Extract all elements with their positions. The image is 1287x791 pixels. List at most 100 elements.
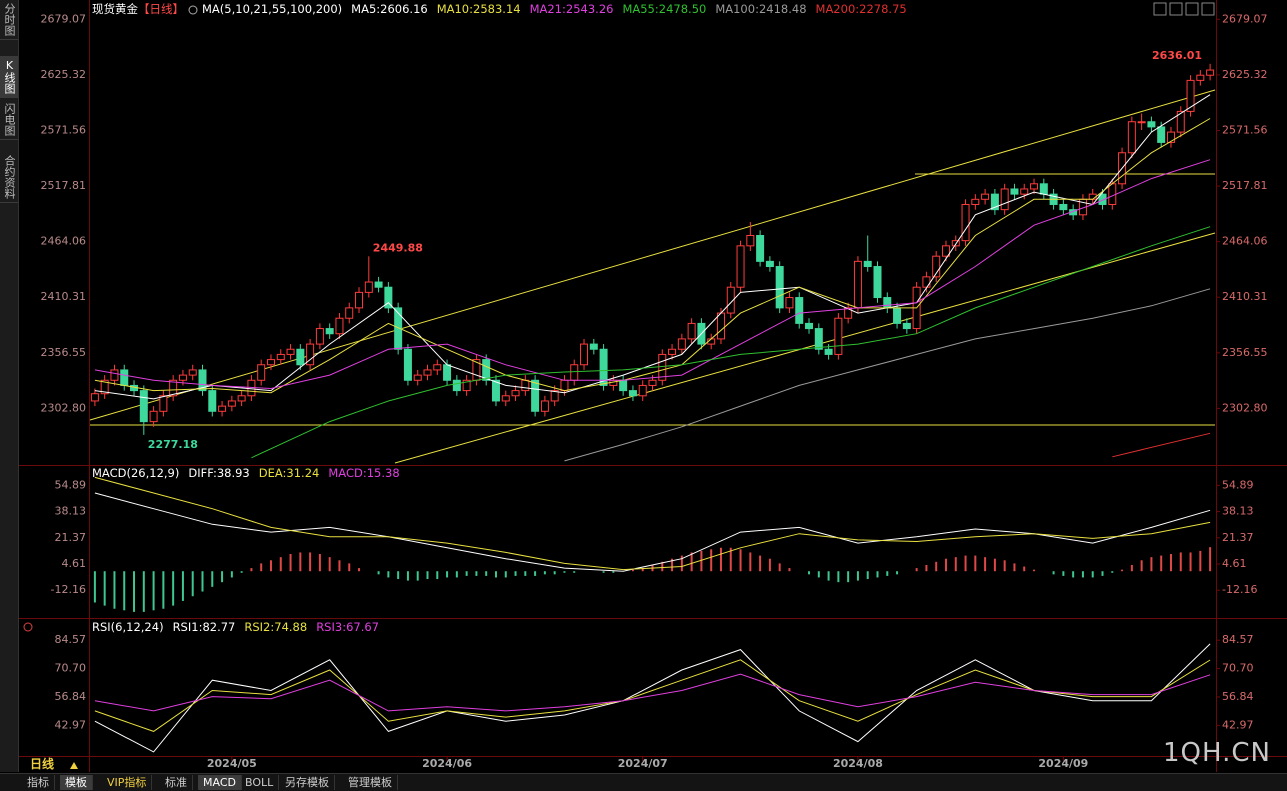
legend-entry: MA2002278.75 (816, 2, 907, 16)
candle-body (286, 348, 295, 355)
y-tick-label: 2464.06 (1222, 235, 1268, 248)
legend-name: MA200 (816, 2, 860, 16)
y-tick-label: 54.89 (55, 478, 87, 491)
candle-body (580, 343, 589, 366)
period-button[interactable]: 日线 (30, 757, 55, 771)
bottom-tab[interactable]: BOLL (240, 775, 280, 790)
legend-value: 67.67 (346, 620, 379, 634)
candle-body (227, 400, 236, 407)
bottom-tab[interactable]: 另存模板 (280, 775, 335, 790)
candle-body (599, 348, 608, 386)
indicator-icon[interactable] (23, 622, 33, 632)
candle-body (785, 297, 794, 309)
y-tick-label: 2625.32 (1222, 68, 1268, 81)
legend-name: MACD (328, 466, 366, 480)
candle-body (511, 390, 520, 397)
candle-body (1108, 183, 1117, 205)
candle-body (198, 369, 207, 392)
legend-entry: RSI274.88 (244, 620, 307, 634)
candle-body (893, 307, 902, 324)
y-tick-label: 2517.81 (41, 179, 87, 192)
legend: MACD(26,12,9) DIFF38.93 DEA31.24 MACD15.38 (92, 466, 400, 480)
y-tick-label: 2356.55 (41, 346, 87, 359)
y-tick-label: 2517.81 (1222, 179, 1268, 192)
y-tick-label: 2302.80 (41, 401, 87, 414)
period-label: 【日线】 (138, 2, 184, 16)
low-annotation: 2277.18 (148, 438, 198, 451)
y-tick-label: 38.13 (1222, 505, 1254, 518)
candle-body (844, 307, 853, 319)
settings-icon[interactable] (188, 5, 198, 15)
candle-body (1039, 183, 1048, 195)
y-tick-label: 2464.06 (41, 235, 87, 248)
legend-entry: DIFF38.93 (188, 466, 249, 480)
bottom-tab[interactable]: 标准 (160, 775, 193, 790)
candle-body (423, 369, 432, 376)
legend-entry: MACD15.38 (328, 466, 399, 480)
side-tab[interactable]: 闪电图 (0, 100, 18, 140)
y-tick-label: 2625.32 (41, 68, 87, 81)
candle-body (638, 384, 647, 397)
candle-body (883, 297, 892, 309)
bottom-tab[interactable]: 指标 (22, 775, 55, 790)
candle-body (570, 364, 579, 381)
dropdown-arrow[interactable] (70, 762, 78, 769)
candle-body (120, 369, 129, 386)
bottom-tab[interactable]: VIP指标 (102, 775, 153, 790)
candle-body (873, 266, 882, 299)
y-tick-label: 2356.55 (1222, 346, 1268, 359)
candle-body (149, 410, 158, 423)
y-tick-label: 2679.07 (41, 12, 87, 25)
bottom-tab[interactable]: MACD (198, 775, 242, 790)
candle-body (208, 390, 217, 412)
watermark: 1QH.CN (1163, 738, 1271, 768)
candle-body (188, 369, 197, 376)
toolbar-icons[interactable] (1153, 2, 1215, 16)
legend-value: 82.77 (202, 620, 236, 634)
legend-name: MA10 (437, 2, 473, 16)
legend-entry: MA552478.50 (622, 2, 706, 16)
y-tick-label: 54.89 (1222, 478, 1254, 491)
bottom-tab[interactable]: 管理模板 (343, 775, 398, 790)
legend-entry: MA52606.16 (351, 2, 428, 16)
candle-body (834, 317, 843, 355)
candle-body (159, 395, 168, 412)
legend-entry: MA1002418.48 (715, 2, 806, 16)
candle-body (237, 395, 246, 402)
candle-body (169, 379, 178, 397)
legend-value: 15.38 (366, 466, 400, 480)
legend-name: RSI1 (173, 620, 203, 634)
side-tab[interactable]: 合约资料 (0, 152, 18, 203)
candle-body (433, 364, 442, 371)
candle-body (941, 245, 950, 257)
y-tick-label: 84.57 (1222, 633, 1254, 646)
y-tick-label: 42.97 (1222, 718, 1254, 731)
candle-body (736, 245, 745, 288)
candle-body (990, 193, 999, 211)
candle-body (1059, 203, 1068, 211)
indicator-line (94, 673, 1211, 712)
side-tab[interactable]: 分时图 (0, 0, 18, 40)
side-tab[interactable]: K线图 (0, 56, 18, 98)
x-tick-label: 2024/06 (422, 757, 472, 770)
bottom-tab[interactable]: 模板 (60, 775, 93, 790)
y-tick-label: 84.57 (55, 633, 87, 646)
indicator-line (94, 476, 1211, 571)
candle-body (540, 400, 549, 412)
candle-body (971, 198, 980, 205)
candle-body (100, 379, 109, 395)
candle-body (1196, 74, 1205, 81)
legend-value: 2418.48 (758, 2, 807, 16)
candle-body (90, 393, 99, 402)
legend-value: 74.88 (274, 620, 308, 634)
legend-value: 2543.26 (565, 2, 614, 16)
candle-body (1166, 131, 1175, 143)
y-tick-label: -12.16 (1222, 583, 1257, 596)
indicator-line (94, 659, 1211, 732)
indicator-line (94, 643, 1211, 753)
x-tick-label: 2024/05 (207, 757, 257, 770)
legend-name: RSI3 (316, 620, 346, 634)
candle-body (628, 390, 637, 397)
candle-body (1206, 69, 1215, 76)
